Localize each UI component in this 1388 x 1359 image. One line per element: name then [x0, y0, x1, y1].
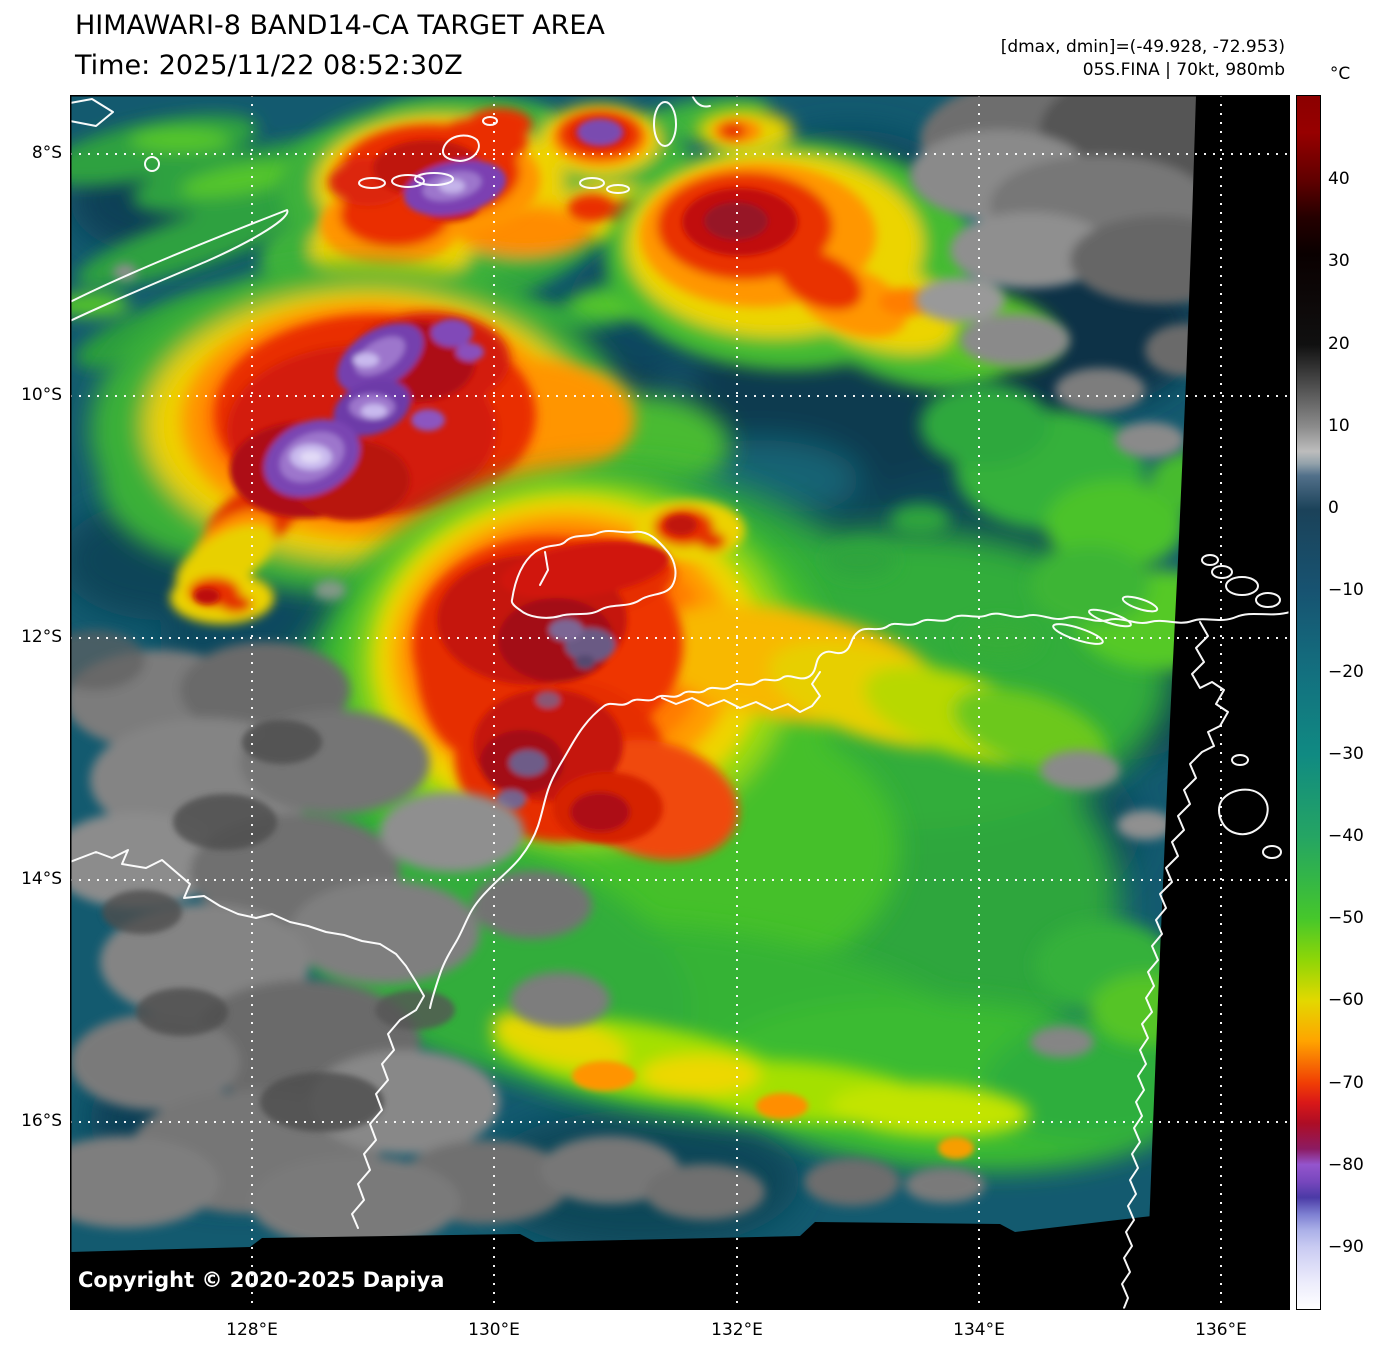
lon-tick-130e: 130°E [468, 1320, 520, 1340]
colorbar-tick: −10 [1328, 580, 1364, 600]
colorbar-tick: 30 [1328, 251, 1350, 271]
lon-tick-134e: 134°E [953, 1320, 1005, 1340]
no-data-bottom [70, 1216, 1290, 1310]
page-title: HIMAWARI-8 BAND14-CA TARGET AREA [75, 10, 605, 41]
satellite-map-area [70, 95, 1290, 1310]
lon-tick-128e: 128°E [226, 1320, 278, 1340]
mcs-mid-left [90, 265, 730, 624]
colorbar-tick: 10 [1328, 416, 1350, 436]
colorbar-tick: 40 [1328, 169, 1350, 189]
colorbar-tick: −60 [1328, 990, 1364, 1010]
copyright-notice: Copyright © 2020-2025 Dapiya [78, 1268, 445, 1292]
lat-tick-16s: 16°S [21, 1111, 62, 1131]
temperature-colorbar [1296, 95, 1321, 1310]
lon-tick-136e: 136°E [1195, 1320, 1247, 1340]
colorbar-tick: −20 [1328, 662, 1364, 682]
colorbar-tick: −80 [1328, 1155, 1364, 1175]
storm-info-annotation: 05S.FINA | 70kt, 980mb [1082, 60, 1285, 80]
lat-tick-12s: 12°S [21, 627, 62, 647]
satellite-ir-image [70, 95, 1290, 1310]
colorbar-tick: 0 [1328, 498, 1339, 518]
lat-tick-14s: 14°S [21, 869, 62, 889]
colorbar-unit-label: °C [1329, 64, 1351, 84]
colorbar-tick: −50 [1328, 908, 1364, 928]
colorbar-tick: −70 [1328, 1073, 1364, 1093]
map-border [70, 95, 1290, 1310]
lat-tick-10s: 10°S [21, 385, 62, 405]
timestamp: Time: 2025/11/22 08:52:30Z [75, 50, 463, 81]
lat-tick-8s: 8°S [31, 143, 62, 163]
colorbar-tick: −40 [1328, 826, 1364, 846]
convection-top-right [605, 110, 1060, 390]
lon-tick-132e: 132°E [711, 1320, 763, 1340]
coastlines [70, 95, 1290, 1309]
colorbar-tick: −30 [1328, 744, 1364, 764]
dmax-dmin-annotation: [dmax, dmin]=(-49.928, -72.953) [1000, 37, 1285, 57]
colorbar-tick: −90 [1328, 1237, 1364, 1257]
colorbar-tick: 20 [1328, 334, 1350, 354]
